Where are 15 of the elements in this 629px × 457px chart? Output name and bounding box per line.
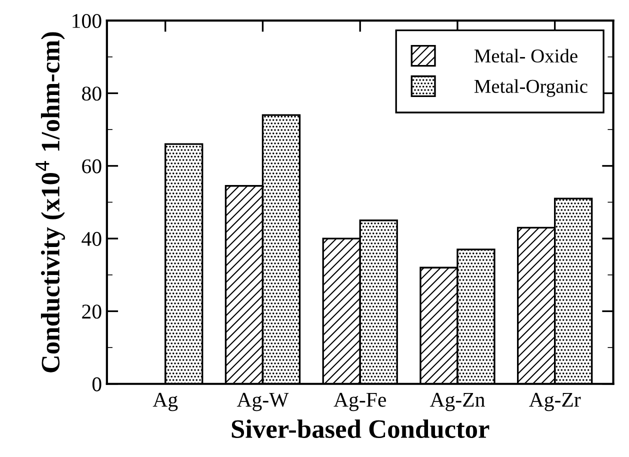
x-tick-label: Ag — [152, 392, 178, 412]
y-tick-label: 100 — [72, 14, 102, 28]
y-tick-label: 80 — [82, 86, 102, 101]
y-axis-title: Conductivity (x10$^{4}$ 1/ohm-cm) — [36, 32, 65, 372]
x-tick-label: Ag-W — [236, 392, 289, 412]
x-tick-label: Ag-Zn — [430, 392, 485, 412]
x-tick-label: Ag-Zr — [529, 392, 581, 412]
legend-label: Metal-Organic — [474, 79, 588, 97]
y-tick-label: 20 — [82, 304, 102, 319]
x-axis-title: Siver-based Conductor — [232, 419, 490, 438]
y-tick-label: 0 — [92, 377, 102, 392]
x-tick-label: Ag-Fe — [334, 392, 386, 412]
y-tick-label: 60 — [82, 159, 102, 174]
y-tick-label: 40 — [82, 232, 102, 246]
legend-label: Metal- Oxide — [474, 48, 578, 63]
